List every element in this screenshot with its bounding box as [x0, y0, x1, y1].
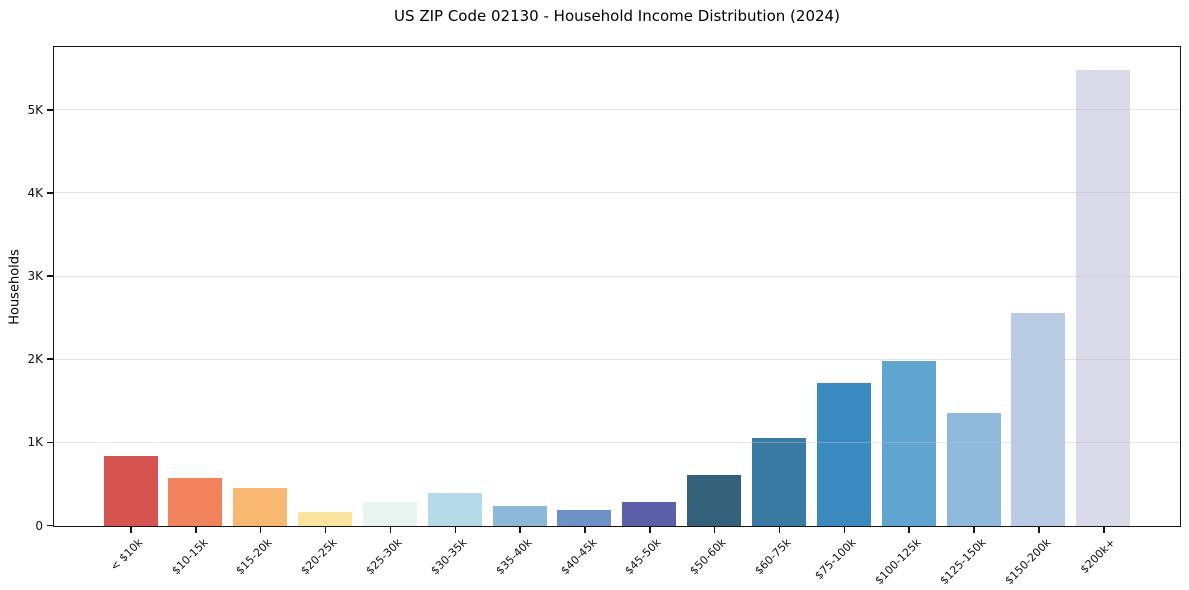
bar	[492, 506, 547, 526]
gridline	[54, 109, 1180, 111]
x-tick-label: $45-50k	[622, 536, 665, 578]
x-tick-label: $25-30k	[363, 536, 405, 578]
y-tick-label: 2K	[27, 352, 43, 367]
x-tick-mark	[778, 526, 781, 533]
x-tick-mark	[519, 526, 521, 533]
x-tick-mark	[584, 526, 586, 533]
gridline	[54, 192, 1180, 194]
x-tick-label: $200k+	[1077, 536, 1118, 577]
y-tick-label: 1K	[27, 435, 43, 450]
y-tick-mark	[47, 275, 53, 277]
x-tick-mark	[389, 526, 392, 533]
plot-area	[53, 46, 1181, 527]
chart-title: US ZIP Code 02130 - Household Income Dis…	[394, 7, 840, 25]
x-tick-label: $30-35k	[428, 536, 470, 578]
bar	[298, 511, 353, 526]
x-tick-label: $50-60k	[687, 536, 729, 578]
x-tick-mark	[1103, 526, 1105, 533]
x-tick-label: $20-25k	[298, 536, 340, 578]
x-tick-mark	[973, 526, 975, 533]
bar	[752, 437, 806, 526]
x-tick-mark	[195, 526, 197, 533]
bar	[103, 456, 158, 526]
y-tick-mark	[47, 441, 53, 444]
y-tick-label: 4K	[27, 185, 43, 200]
y-tick-mark	[47, 109, 53, 111]
x-tick-mark	[843, 526, 846, 533]
bar	[427, 492, 482, 526]
bar	[362, 501, 417, 526]
x-tick-label: < $10k	[107, 536, 146, 574]
y-tick-mark	[47, 192, 53, 194]
bar	[233, 488, 288, 526]
x-tick-label: $125-150k	[937, 536, 989, 588]
x-tick-mark	[130, 526, 132, 533]
bar	[168, 478, 223, 526]
bar	[816, 383, 871, 526]
x-tick-label: $40-45k	[557, 536, 600, 578]
y-tick-mark	[47, 524, 53, 527]
bar	[687, 474, 742, 526]
x-tick-mark	[1038, 526, 1040, 533]
gridline	[54, 275, 1180, 277]
bar	[946, 413, 1001, 526]
y-tick-mark	[47, 358, 53, 360]
x-tick-label: $60-75k	[752, 536, 794, 578]
x-tick-label: $15-20k	[233, 536, 275, 578]
x-tick-label: $150-200k	[1001, 536, 1054, 588]
bar	[557, 509, 612, 526]
x-tick-mark	[259, 526, 262, 533]
y-tick-label: 0	[35, 518, 43, 533]
bar	[1076, 69, 1131, 526]
x-tick-label: $100-125k	[872, 536, 924, 588]
x-tick-mark	[908, 526, 910, 533]
bar	[1011, 313, 1066, 526]
bar	[881, 361, 936, 526]
x-tick-label: $75-100k	[812, 536, 859, 583]
y-axis-label: Households	[7, 249, 23, 325]
y-tick-label: 5K	[27, 102, 43, 117]
x-tick-label: $10-15k	[168, 536, 211, 578]
y-tick-label: 3K	[27, 269, 43, 284]
x-tick-mark	[454, 526, 456, 533]
x-tick-mark	[324, 526, 327, 533]
bar	[622, 502, 677, 526]
x-tick-mark	[649, 526, 651, 533]
x-tick-mark	[713, 526, 716, 533]
x-tick-label: $35-40k	[493, 536, 535, 578]
